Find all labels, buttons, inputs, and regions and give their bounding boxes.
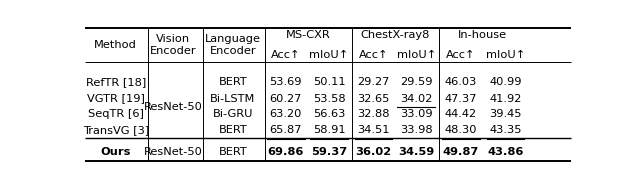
Text: VGTR [19]: VGTR [19] bbox=[87, 94, 145, 104]
Text: 33.98: 33.98 bbox=[400, 125, 433, 135]
Text: 29.27: 29.27 bbox=[358, 77, 390, 87]
Text: TransVG [3]: TransVG [3] bbox=[83, 125, 149, 135]
Text: 69.86: 69.86 bbox=[268, 147, 304, 157]
Text: 63.20: 63.20 bbox=[269, 109, 302, 119]
Text: 53.69: 53.69 bbox=[269, 77, 302, 87]
Text: ResNet-50: ResNet-50 bbox=[144, 147, 203, 157]
Text: 41.92: 41.92 bbox=[490, 94, 522, 104]
Text: Bi-GRU: Bi-GRU bbox=[212, 109, 253, 119]
Text: 32.88: 32.88 bbox=[357, 109, 390, 119]
Text: 65.87: 65.87 bbox=[269, 125, 302, 135]
Text: ResNet-50: ResNet-50 bbox=[144, 102, 203, 112]
Text: BERT: BERT bbox=[218, 125, 247, 135]
Text: 44.42: 44.42 bbox=[445, 109, 477, 119]
Text: Acc↑: Acc↑ bbox=[359, 50, 388, 60]
Text: 58.91: 58.91 bbox=[313, 125, 346, 135]
Text: 34.51: 34.51 bbox=[357, 125, 390, 135]
Text: 36.02: 36.02 bbox=[356, 147, 392, 157]
Text: RefTR [18]: RefTR [18] bbox=[86, 77, 146, 87]
Text: Vision
Encoder: Vision Encoder bbox=[150, 34, 196, 56]
Text: 43.35: 43.35 bbox=[490, 125, 522, 135]
Text: MS-CXR: MS-CXR bbox=[286, 30, 330, 40]
Text: 34.59: 34.59 bbox=[398, 147, 435, 157]
Text: ChestX-ray8: ChestX-ray8 bbox=[361, 30, 430, 40]
Text: Ours: Ours bbox=[100, 147, 131, 157]
Text: 43.86: 43.86 bbox=[488, 147, 524, 157]
Text: 56.63: 56.63 bbox=[313, 109, 345, 119]
Text: BERT: BERT bbox=[218, 77, 247, 87]
Text: 32.65: 32.65 bbox=[358, 94, 390, 104]
Text: 59.37: 59.37 bbox=[311, 147, 347, 157]
Text: 33.09: 33.09 bbox=[400, 109, 433, 119]
Text: Bi-LSTM: Bi-LSTM bbox=[210, 94, 255, 104]
Text: 40.99: 40.99 bbox=[490, 77, 522, 87]
Text: 46.03: 46.03 bbox=[445, 77, 477, 87]
Text: Acc↑: Acc↑ bbox=[271, 50, 301, 60]
Text: 60.27: 60.27 bbox=[269, 94, 302, 104]
Text: 53.58: 53.58 bbox=[313, 94, 346, 104]
Text: 49.87: 49.87 bbox=[443, 147, 479, 157]
Text: Language
Encoder: Language Encoder bbox=[205, 34, 260, 56]
Text: SeqTR [6]: SeqTR [6] bbox=[88, 109, 143, 119]
Text: mIoU↑: mIoU↑ bbox=[486, 50, 525, 60]
Text: 47.37: 47.37 bbox=[445, 94, 477, 104]
Text: mIoU↑: mIoU↑ bbox=[309, 50, 349, 60]
Text: 48.30: 48.30 bbox=[445, 125, 477, 135]
Text: Acc↑: Acc↑ bbox=[446, 50, 476, 60]
Text: 34.02: 34.02 bbox=[400, 94, 433, 104]
Text: mIoU↑: mIoU↑ bbox=[397, 50, 436, 60]
Text: BERT: BERT bbox=[218, 147, 247, 157]
Text: 50.11: 50.11 bbox=[313, 77, 346, 87]
Text: Method: Method bbox=[94, 40, 137, 50]
Text: In-house: In-house bbox=[458, 30, 508, 40]
Text: 39.45: 39.45 bbox=[490, 109, 522, 119]
Text: 29.59: 29.59 bbox=[400, 77, 433, 87]
